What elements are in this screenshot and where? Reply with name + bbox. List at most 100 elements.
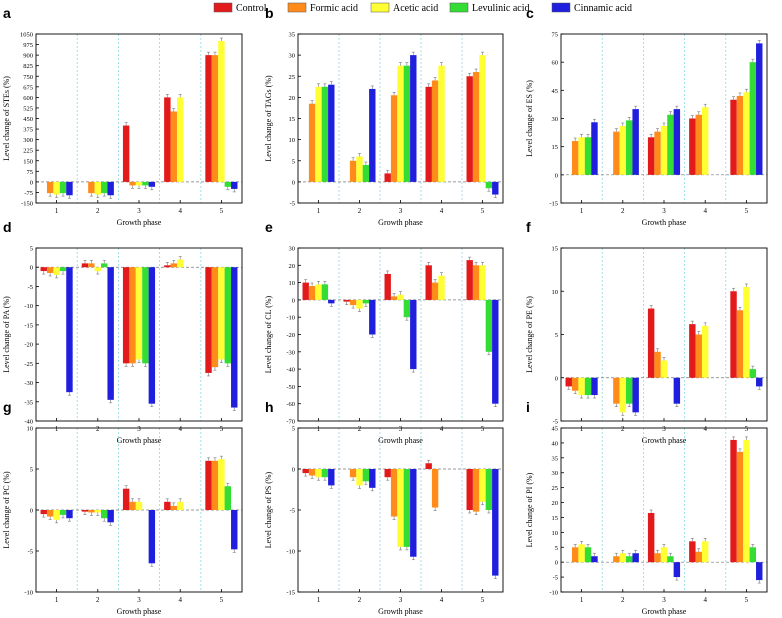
y-tick-label-i-2: 0 — [555, 560, 558, 567]
x-tick-label-i-5: 5 — [745, 596, 749, 604]
x-tick-label-h-2: 2 — [358, 596, 362, 604]
bar-c-c3-s3 — [660, 126, 668, 175]
x-tick-label-g-1: 1 — [55, 596, 59, 604]
bar-f-c5-s1 — [730, 291, 737, 378]
bar-g-c3-s1 — [122, 488, 130, 510]
bar-f-c2-s3 — [619, 377, 627, 413]
y-axis-label-h: Level change of PS (%) — [264, 471, 273, 548]
y-tick-label-h-4: 5 — [292, 426, 295, 433]
y-tick-label-c-1: 0 — [555, 172, 558, 179]
x-axis-label-b: Growth phase — [378, 218, 423, 227]
bar-a-c3-s2 — [129, 181, 136, 186]
bar-f-c1-s1 — [565, 377, 572, 387]
bar-b-c2-s4 — [362, 164, 370, 182]
y-tick-label-h-1: -10 — [286, 549, 295, 556]
bar-i-c2-s2 — [613, 556, 620, 563]
bar-g-c1-s2 — [46, 510, 54, 517]
y-axis-label-g: Level change of PC (%) — [2, 471, 11, 549]
x-tick-label-i-4: 4 — [703, 596, 707, 604]
bar-c-c1-s2 — [571, 141, 579, 175]
bar-c-c5-s4 — [749, 62, 757, 175]
bar-i-c1-s5 — [591, 556, 598, 563]
bar-a-c4-s1 — [164, 97, 171, 182]
bar-b-c3-s1 — [384, 173, 391, 182]
y-tick-label-i-3: 5 — [555, 545, 558, 552]
bar-b-c4-s2 — [431, 80, 439, 182]
bar-f-c3-s3 — [660, 360, 668, 378]
bar-d-c3-s5 — [148, 267, 156, 404]
legend-swatch-2 — [287, 2, 307, 13]
x-tick-label-a-5: 5 — [220, 207, 224, 215]
y-tick-label-g-4: 10 — [27, 426, 34, 433]
y-tick-label-d-1: -35 — [24, 399, 33, 406]
y-tick-label-a-16: 1050 — [20, 32, 33, 39]
y-tick-label-c-4: 45 — [552, 88, 559, 95]
y-tick-label-g-1: -5 — [28, 549, 33, 556]
x-tick-label-c-4: 4 — [703, 207, 707, 215]
y-tick-label-a-4: 150 — [23, 158, 33, 165]
bar-c-c2-s2 — [613, 131, 620, 175]
y-tick-label-a-3: 75 — [27, 169, 34, 176]
bar-d-c3-s4 — [142, 267, 149, 364]
bar-e-c2-s4 — [362, 299, 370, 304]
bar-a-c2-s2 — [88, 181, 95, 194]
bar-e-c5-s1 — [466, 260, 473, 300]
x-tick-label-e-1: 1 — [317, 425, 321, 433]
y-tick-label-e-4: -30 — [286, 349, 295, 356]
panel-letter-d: d — [3, 219, 12, 235]
bar-i-c2-s3 — [619, 553, 627, 563]
bar-d-c4-s2 — [170, 263, 177, 268]
x-tick-label-c-5: 5 — [745, 207, 749, 215]
x-tick-label-e-3: 3 — [399, 425, 403, 433]
x-tick-label-h-5: 5 — [481, 596, 485, 604]
bar-g-c1-s5 — [66, 510, 73, 519]
y-tick-label-a-10: 600 — [23, 95, 33, 102]
y-tick-label-f-3: 10 — [552, 289, 559, 296]
y-tick-label-a-12: 750 — [23, 74, 33, 81]
y-tick-label-i-4: 10 — [552, 530, 559, 537]
panel-letter-a: a — [3, 5, 11, 21]
bar-g-c2-s4 — [101, 510, 108, 519]
bar-i-c3-s3 — [660, 547, 668, 563]
bar-b-c3-s2 — [390, 95, 398, 182]
legend-swatch-5 — [551, 2, 571, 13]
x-tick-label-f-5: 5 — [745, 425, 749, 433]
y-tick-label-b-0: -5 — [290, 201, 295, 208]
y-tick-label-a-0: -150 — [21, 201, 33, 208]
bar-d-c4-s1 — [164, 265, 171, 268]
y-tick-label-a-11: 675 — [23, 84, 33, 91]
bar-h-c5-s5 — [492, 469, 499, 576]
y-tick-label-d-8: 0 — [30, 265, 33, 272]
bar-b-c2-s2 — [349, 160, 357, 182]
bar-d-c2-s5 — [107, 267, 114, 400]
bar-b-c5-s3 — [479, 55, 486, 182]
bar-f-c5-s5 — [756, 377, 763, 387]
bar-e-c1-s2 — [308, 286, 316, 300]
x-tick-label-d-2: 2 — [96, 425, 100, 433]
bar-c-c5-s2 — [736, 95, 744, 175]
y-tick-label-h-0: -15 — [286, 590, 295, 597]
bar-h-c2-s2 — [349, 469, 357, 478]
x-tick-label-b-4: 4 — [440, 207, 444, 215]
y-tick-label-d-0: -40 — [24, 419, 33, 426]
bar-a-c3-s4 — [142, 181, 149, 186]
bar-e-c3-s5 — [410, 299, 417, 370]
x-tick-label-f-4: 4 — [703, 425, 707, 433]
bar-i-c4-s2 — [695, 551, 702, 563]
x-tick-label-a-2: 2 — [96, 207, 100, 215]
x-tick-label-g-2: 2 — [96, 596, 100, 604]
x-tick-label-h-4: 4 — [440, 596, 444, 604]
bar-e-c5-s4 — [485, 299, 493, 352]
y-tick-label-h-2: -5 — [290, 508, 295, 515]
x-axis-label-i: Growth phase — [642, 607, 687, 616]
bar-h-c3-s4 — [403, 469, 411, 547]
y-tick-label-a-5: 225 — [23, 148, 33, 155]
bar-b-c5-s1 — [466, 76, 473, 182]
bar-e-c1-s5 — [328, 299, 335, 304]
bar-i-c1-s3 — [578, 544, 585, 563]
y-tick-label-a-9: 525 — [23, 105, 33, 112]
y-tick-label-e-6: -10 — [286, 315, 295, 322]
bar-d-c2-s1 — [81, 263, 89, 268]
bar-g-c4-s3 — [176, 501, 184, 510]
bar-h-c2-s3 — [356, 469, 363, 486]
